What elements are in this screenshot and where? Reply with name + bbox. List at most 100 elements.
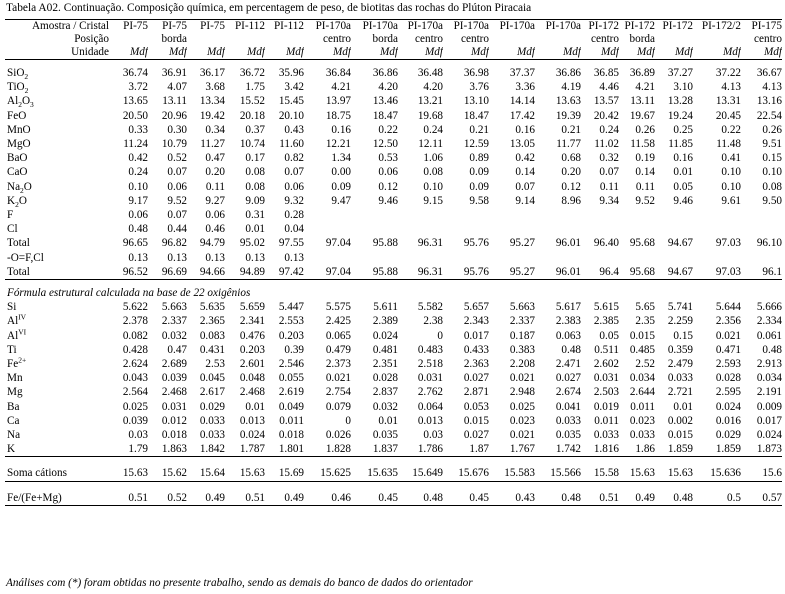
value-cell: 0.07 [284, 166, 304, 179]
value-cell: 2.468 [161, 386, 187, 399]
formula-title: Fórmula estrutural calculada na base de … [7, 287, 251, 300]
value-cell [304, 222, 351, 236]
value-cell: 2.343 [463, 315, 489, 328]
formula-row-label: Si [7, 301, 17, 314]
value-cell: 0.07 [599, 166, 619, 179]
value-cell: 0.431 [199, 343, 225, 356]
value-cell: 1.79 [109, 442, 148, 458]
value-cell: 0.029 [715, 429, 741, 442]
value-cell [581, 251, 619, 265]
value-cell: 2.52 [635, 358, 655, 371]
value-cell: 0.26 [762, 123, 782, 136]
value-cell: 97.03 [693, 264, 741, 281]
value-cell: 1.863 [148, 442, 187, 458]
value-cell: 0.24 [599, 123, 619, 136]
value-cell: 18.47 [463, 109, 489, 122]
value-cell: 96.69 [148, 264, 187, 281]
value-cell: 2.593 [715, 358, 741, 371]
value-cell [741, 251, 782, 265]
value-cell: 9.46 [378, 194, 398, 207]
value-cell: 19.39 [555, 109, 581, 122]
oxide-row-label: Na2O [7, 180, 32, 194]
value-cell: 35.96 [278, 67, 304, 79]
value-cell: 4.21 [635, 81, 655, 94]
value-cell: 2.35 [635, 315, 655, 328]
header-sample: PI-170a [398, 19, 443, 33]
value-cell: 0.053 [463, 400, 489, 413]
value-cell: 0.428 [122, 343, 148, 356]
value-cell: 1.801 [265, 442, 304, 458]
formula-row-label: Na [7, 429, 21, 442]
value-cell: 36.98 [463, 67, 489, 79]
value-cell [489, 208, 535, 222]
value-cell: 5.65 [635, 301, 655, 314]
value-cell: 4.20 [378, 81, 398, 94]
value-cell: 2.674 [555, 386, 581, 399]
value-cell: 0.383 [509, 343, 535, 356]
header-sample: PI-75 [187, 19, 225, 33]
value-cell: 2.871 [463, 386, 489, 399]
value-cell: 0.05 [673, 180, 693, 193]
value-cell: 0.017 [463, 329, 489, 342]
value-cell: 13.11 [162, 95, 187, 108]
oxide-row-label: FeO [7, 109, 27, 122]
value-cell: 0.065 [325, 329, 351, 342]
value-cell: 20.45 [715, 109, 741, 122]
oxide-row: BaO 0.42 0.52 0.47 0.17 0.82 1.34 0.53 1.06 0.89 0… [5, 151, 782, 165]
total-row: Total 96.65 96.82 94.79 95.02 97.55 97.04 95.88… [5, 236, 782, 250]
value-cell: 0.00 [331, 166, 351, 179]
value-cell: 0.30 [167, 123, 187, 136]
value-cell: 14.14 [509, 95, 535, 108]
value-cell [535, 251, 581, 265]
value-cell: 0.021 [509, 372, 535, 385]
header-position [265, 33, 304, 46]
value-cell: 9.61 [721, 194, 741, 207]
value-cell [443, 208, 489, 222]
value-cell: 0.12 [378, 180, 398, 193]
value-cell: 15.583 [489, 466, 535, 482]
value-cell: 9.32 [284, 194, 304, 207]
value-cell: 0.359 [667, 343, 693, 356]
value-cell: 96.82 [161, 237, 187, 250]
value-cell: 96.1 [741, 264, 782, 281]
value-cell: 0.68 [561, 152, 581, 165]
value-cell: 0.45 [443, 490, 489, 506]
value-cell: 0.10 [721, 180, 741, 193]
value-cell: 0.01 [378, 414, 398, 427]
value-cell: 0.048 [239, 372, 265, 385]
value-cell: 9.52 [635, 194, 655, 207]
value-cell: 0.42 [128, 152, 148, 165]
value-cell: 1.859 [655, 442, 693, 458]
value-cell: 2.53 [205, 358, 225, 371]
value-cell: 0.32 [599, 152, 619, 165]
value-cell: 15.58 [581, 466, 619, 482]
formula-row: Fe2+ 2.624 2.689 2.53 2.601 2.546 2.373 2.351 2.… [5, 357, 782, 371]
ratio-row-label: Fe/(Fe+Mg) [5, 490, 109, 506]
value-cell: 96.31 [398, 264, 443, 281]
header-unit: Mdf [535, 46, 581, 60]
value-cell: 0.041 [555, 400, 581, 413]
value-cell: 0.49 [619, 490, 655, 506]
value-cell: 0.03 [423, 429, 443, 442]
value-cell: 2.383 [555, 315, 581, 328]
formula-row-label: Ba [7, 400, 20, 413]
value-cell: 5.582 [417, 301, 443, 314]
value-cell: 0.032 [161, 329, 187, 342]
value-cell: 0.024 [715, 400, 741, 413]
value-cell [655, 251, 693, 265]
value-cell: 0.028 [715, 372, 741, 385]
value-cell [655, 208, 693, 222]
value-cell: 19.24 [667, 109, 693, 122]
value-cell: 15.63 [655, 466, 693, 482]
value-cell: 0.47 [167, 343, 187, 356]
header-row-position: Posição borda centro borda centro centro centr… [5, 33, 782, 46]
soma-row: Soma cátions 15.63 15.62 15.64 15.63 15.69 15.… [5, 466, 782, 482]
value-cell: 0.52 [167, 152, 187, 165]
formula-row: Na 0.03 0.018 0.033 0.024 0.018 0.026 0.035 0.03… [5, 428, 782, 442]
value-cell: 2.762 [417, 386, 443, 399]
value-cell: 0.203 [278, 329, 304, 342]
value-cell: 1.06 [423, 152, 443, 165]
value-cell: 9.34 [599, 194, 619, 207]
table-caption: Tabela A02. Continuação. Composição quím… [6, 2, 532, 14]
value-cell: 0.53 [378, 152, 398, 165]
